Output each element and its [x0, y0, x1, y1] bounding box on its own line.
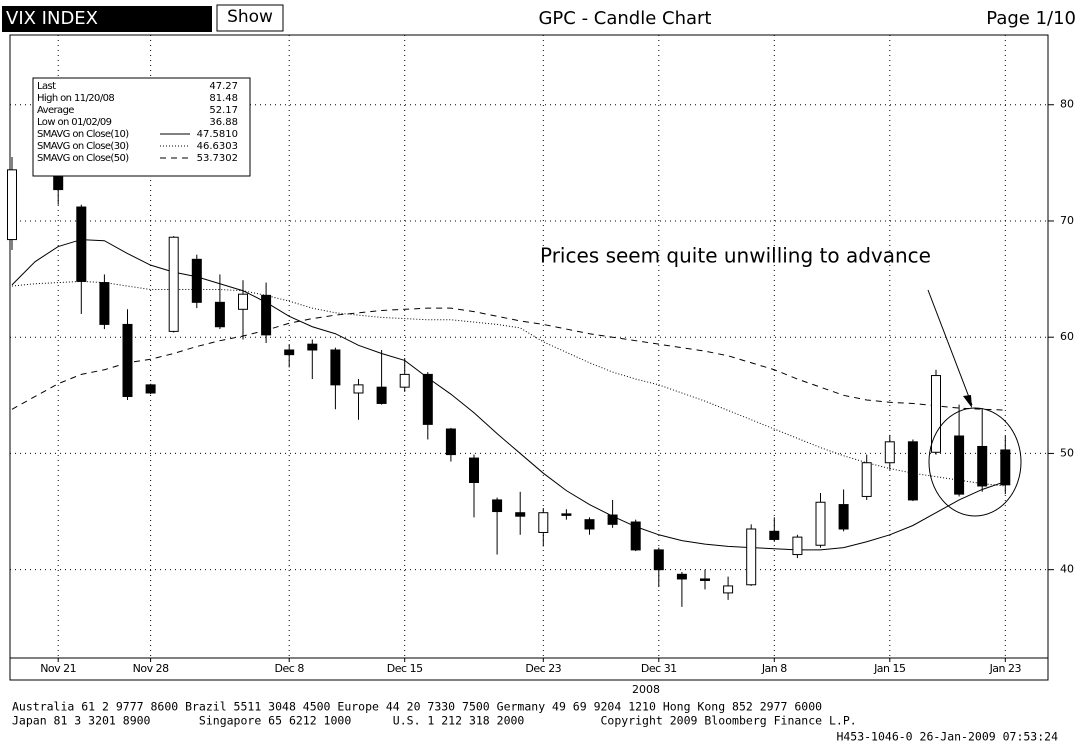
candle-body — [399, 373, 410, 388]
x-tick-label: Jan 15 — [873, 662, 906, 675]
candle-body — [792, 536, 803, 556]
candle-body — [261, 294, 272, 336]
x-tick-label: Dec 31 — [641, 662, 677, 675]
candle-body — [538, 512, 549, 533]
candle-body — [145, 384, 156, 394]
y-tick-label: 50 — [1060, 446, 1074, 459]
circle-highlight — [928, 407, 1022, 517]
moving-average-line — [11, 307, 1006, 411]
legend-entry-label: SMAVG on Close(30) — [37, 141, 129, 152]
candle-body — [907, 441, 918, 501]
candle-body — [122, 323, 133, 397]
x-tick-label: Nov 28 — [133, 662, 169, 675]
candle-body — [445, 428, 456, 456]
candle-body — [723, 585, 734, 594]
x-tick-label: Dec 15 — [387, 662, 423, 675]
candle-body — [168, 236, 179, 332]
legend-entry-value: 47.5810 — [197, 129, 238, 140]
stat-label: Low on 01/02/09 — [37, 117, 112, 128]
stat-label: High on 11/20/08 — [37, 93, 114, 104]
legend-box — [32, 77, 251, 177]
legend-entry-label: SMAVG on Close(50) — [37, 153, 129, 164]
candle-body — [769, 530, 780, 540]
candle-body — [422, 373, 433, 425]
candle-body — [861, 462, 872, 497]
arrow-shaft — [927, 289, 973, 406]
candle-body — [99, 282, 110, 325]
show-button[interactable] — [216, 4, 284, 32]
stat-value: 36.88 — [209, 117, 238, 128]
show-label[interactable]: Show — [227, 7, 273, 27]
ticker-box — [2, 6, 212, 32]
footer-line: Japan 81 3 3201 8900 Singapore 65 6212 1… — [12, 714, 857, 728]
stat-value: 52.17 — [209, 105, 238, 116]
x-axis-band — [9, 657, 1049, 681]
candle-body — [515, 512, 526, 517]
page-indicator: Page 1/10 — [986, 8, 1076, 29]
candle-body — [307, 343, 318, 351]
candle-body — [607, 514, 618, 525]
stat-label: Last — [37, 81, 56, 92]
footer-line: H453-1046-0 26-Jan-2009 07:53:24 — [836, 730, 1058, 744]
stat-value: 47.27 — [209, 81, 238, 92]
legend: Last 47.27 High on 11/20/08 81.48 Average 52.… — [37, 81, 238, 164]
legend-entry-value: 53.7302 — [197, 153, 238, 164]
candle-body — [746, 528, 757, 586]
annotation: Prices seem quite unwilling to advance — [540, 244, 931, 268]
candle-body — [353, 384, 364, 394]
candle-body — [884, 441, 895, 464]
x-tick-label: Jan 23 — [989, 662, 1022, 675]
candle-body — [700, 578, 710, 581]
legend-entry-label: SMAVG on Close(10) — [37, 129, 129, 140]
candle-body — [977, 445, 988, 487]
y-tick-label: 60 — [1060, 330, 1074, 343]
stat-value: 81.48 — [209, 93, 238, 104]
candle-body — [676, 573, 687, 580]
stat-label: Average — [37, 105, 74, 116]
candle-body — [284, 349, 295, 356]
candle-body — [7, 169, 17, 241]
candle-body — [653, 549, 664, 571]
ticker: VIX INDEX — [6, 8, 98, 29]
candle-body — [954, 435, 965, 495]
title: GPC - Candle Chart — [538, 8, 711, 29]
candle-body — [330, 349, 341, 386]
candle-body — [191, 258, 202, 303]
candle-body — [838, 504, 849, 530]
x-tick-label: Dec 23 — [525, 662, 561, 675]
y-tick-label: 40 — [1060, 563, 1074, 576]
candle-body — [561, 513, 572, 516]
footer-line: Australia 61 2 9777 8600 Brazil 5511 304… — [12, 700, 822, 714]
candle-body — [931, 375, 941, 453]
candle-body — [815, 501, 826, 546]
arrow-head — [963, 395, 972, 408]
candle-body — [469, 457, 479, 483]
x-tick-label: Nov 21 — [40, 662, 76, 675]
candle-body — [492, 499, 503, 513]
candle-body — [214, 301, 225, 328]
candle-body — [238, 293, 248, 310]
year-label: 2008 — [632, 683, 660, 696]
candle-body — [630, 521, 641, 551]
legend-entry-value: 46.6303 — [197, 141, 238, 152]
candle-body — [1000, 449, 1011, 486]
candle-body — [584, 519, 595, 530]
x-tick-label: Dec 8 — [275, 662, 305, 675]
y-tick-label: 70 — [1060, 214, 1074, 227]
x-tick-label: Jan 8 — [761, 662, 787, 675]
plot: 40 50 60 70 80 Nov 21 Nov 28 Dec 8 Dec 15 Dec 23 D… — [7, 35, 1074, 675]
y-tick-label: 80 — [1060, 98, 1074, 111]
candle-body — [76, 206, 87, 282]
candle-body — [376, 386, 387, 404]
